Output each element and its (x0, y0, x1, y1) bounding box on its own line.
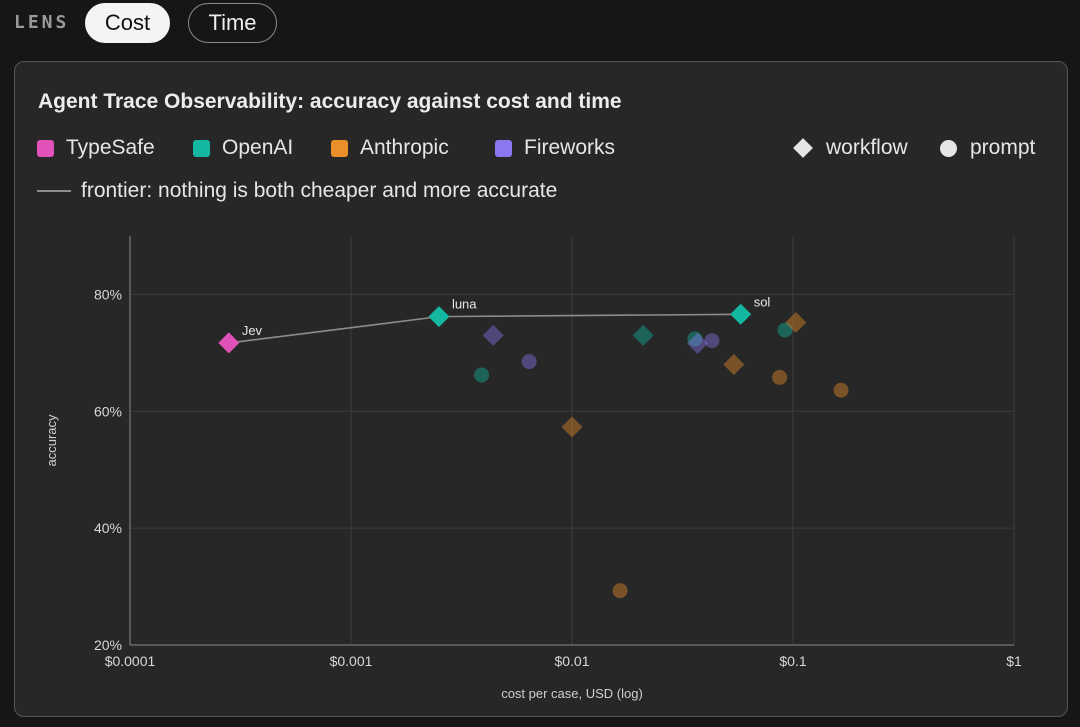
x-tick-label-0-1: $0.1 (779, 653, 806, 669)
point-fireworks-circle (704, 333, 720, 349)
x-tick-label-0-0001: $0.0001 (105, 653, 156, 669)
x-axis-label: cost per case, USD (log) (501, 686, 643, 701)
point-label-sol: sol (754, 294, 771, 309)
legend-swatch-anthropic (331, 139, 348, 157)
y-tick-label-80: 80% (94, 286, 122, 302)
point-anthropic-diamond (723, 354, 745, 376)
legend-swatch-fireworks (495, 139, 512, 157)
point-anthropic-circle (772, 369, 788, 385)
point-fireworks-circle (521, 354, 537, 370)
point-anthropic-diamond (561, 416, 583, 438)
point-anthropic-circle (833, 382, 849, 398)
x-tick-label-0-01: $0.01 (554, 653, 589, 669)
y-axis-label: accuracy (44, 414, 59, 467)
x-tick-label-1: $1 (1006, 653, 1022, 669)
legend-label-workflow: workflow (826, 136, 908, 159)
point-openai-diamond (428, 306, 450, 328)
x-tick-label-0-001: $0.001 (330, 653, 373, 669)
lens-time-button[interactable]: Time (188, 3, 277, 43)
lens-bar: LENS Cost Time (0, 0, 1080, 50)
legend-swatch-openai (193, 139, 210, 157)
point-anthropic-diamond (785, 311, 807, 333)
legend-label-fireworks: Fireworks (524, 136, 616, 159)
legend-swatch-typesafe (37, 139, 54, 157)
legend-fireworks: Fireworks (495, 135, 615, 161)
point-label-luna: luna (452, 297, 477, 312)
point-openai-diamond (730, 303, 752, 325)
legend-label-prompt: prompt (970, 136, 1036, 159)
chart-title: Agent Trace Observability: accuracy agai… (38, 90, 622, 113)
point-openai-circle (687, 331, 703, 347)
legend-label-typesafe: TypeSafe (66, 136, 155, 159)
point-openai-diamond (632, 324, 654, 346)
legend-openai: OpenAI (193, 135, 293, 161)
y-tick-label-60: 60% (94, 403, 122, 419)
legend-label-frontier: frontier: nothing is both cheaper and mo… (81, 179, 558, 202)
legend-typesafe: TypeSafe (37, 135, 155, 161)
point-openai-circle (777, 322, 793, 338)
legend-prompt: prompt (940, 135, 1035, 161)
lens-cost-button[interactable]: Cost (85, 3, 170, 43)
point-fireworks-diamond (687, 333, 709, 355)
point-openai-circle (474, 367, 490, 383)
frontier-line-icon (37, 190, 71, 192)
point-anthropic-circle (612, 583, 628, 599)
legend-label-anthropic: Anthropic (360, 136, 449, 159)
frontier-line (228, 313, 741, 344)
legend-label-openai: OpenAI (222, 136, 294, 159)
legend-frontier: frontier: nothing is both cheaper and mo… (37, 179, 557, 203)
point-typesafe-diamond (218, 332, 240, 354)
point-fireworks-diamond (482, 324, 504, 346)
circle-icon (940, 139, 957, 157)
y-tick-label-40: 40% (94, 520, 122, 536)
legend-anthropic: Anthropic (331, 135, 449, 161)
chart-card: Agent Trace Observability: accuracy agai… (14, 61, 1068, 717)
point-label-jev: Jev (242, 323, 263, 338)
y-tick-label-20: 20% (94, 637, 122, 653)
lens-label: LENS (14, 12, 70, 33)
legend-workflow: workflow (793, 135, 908, 161)
